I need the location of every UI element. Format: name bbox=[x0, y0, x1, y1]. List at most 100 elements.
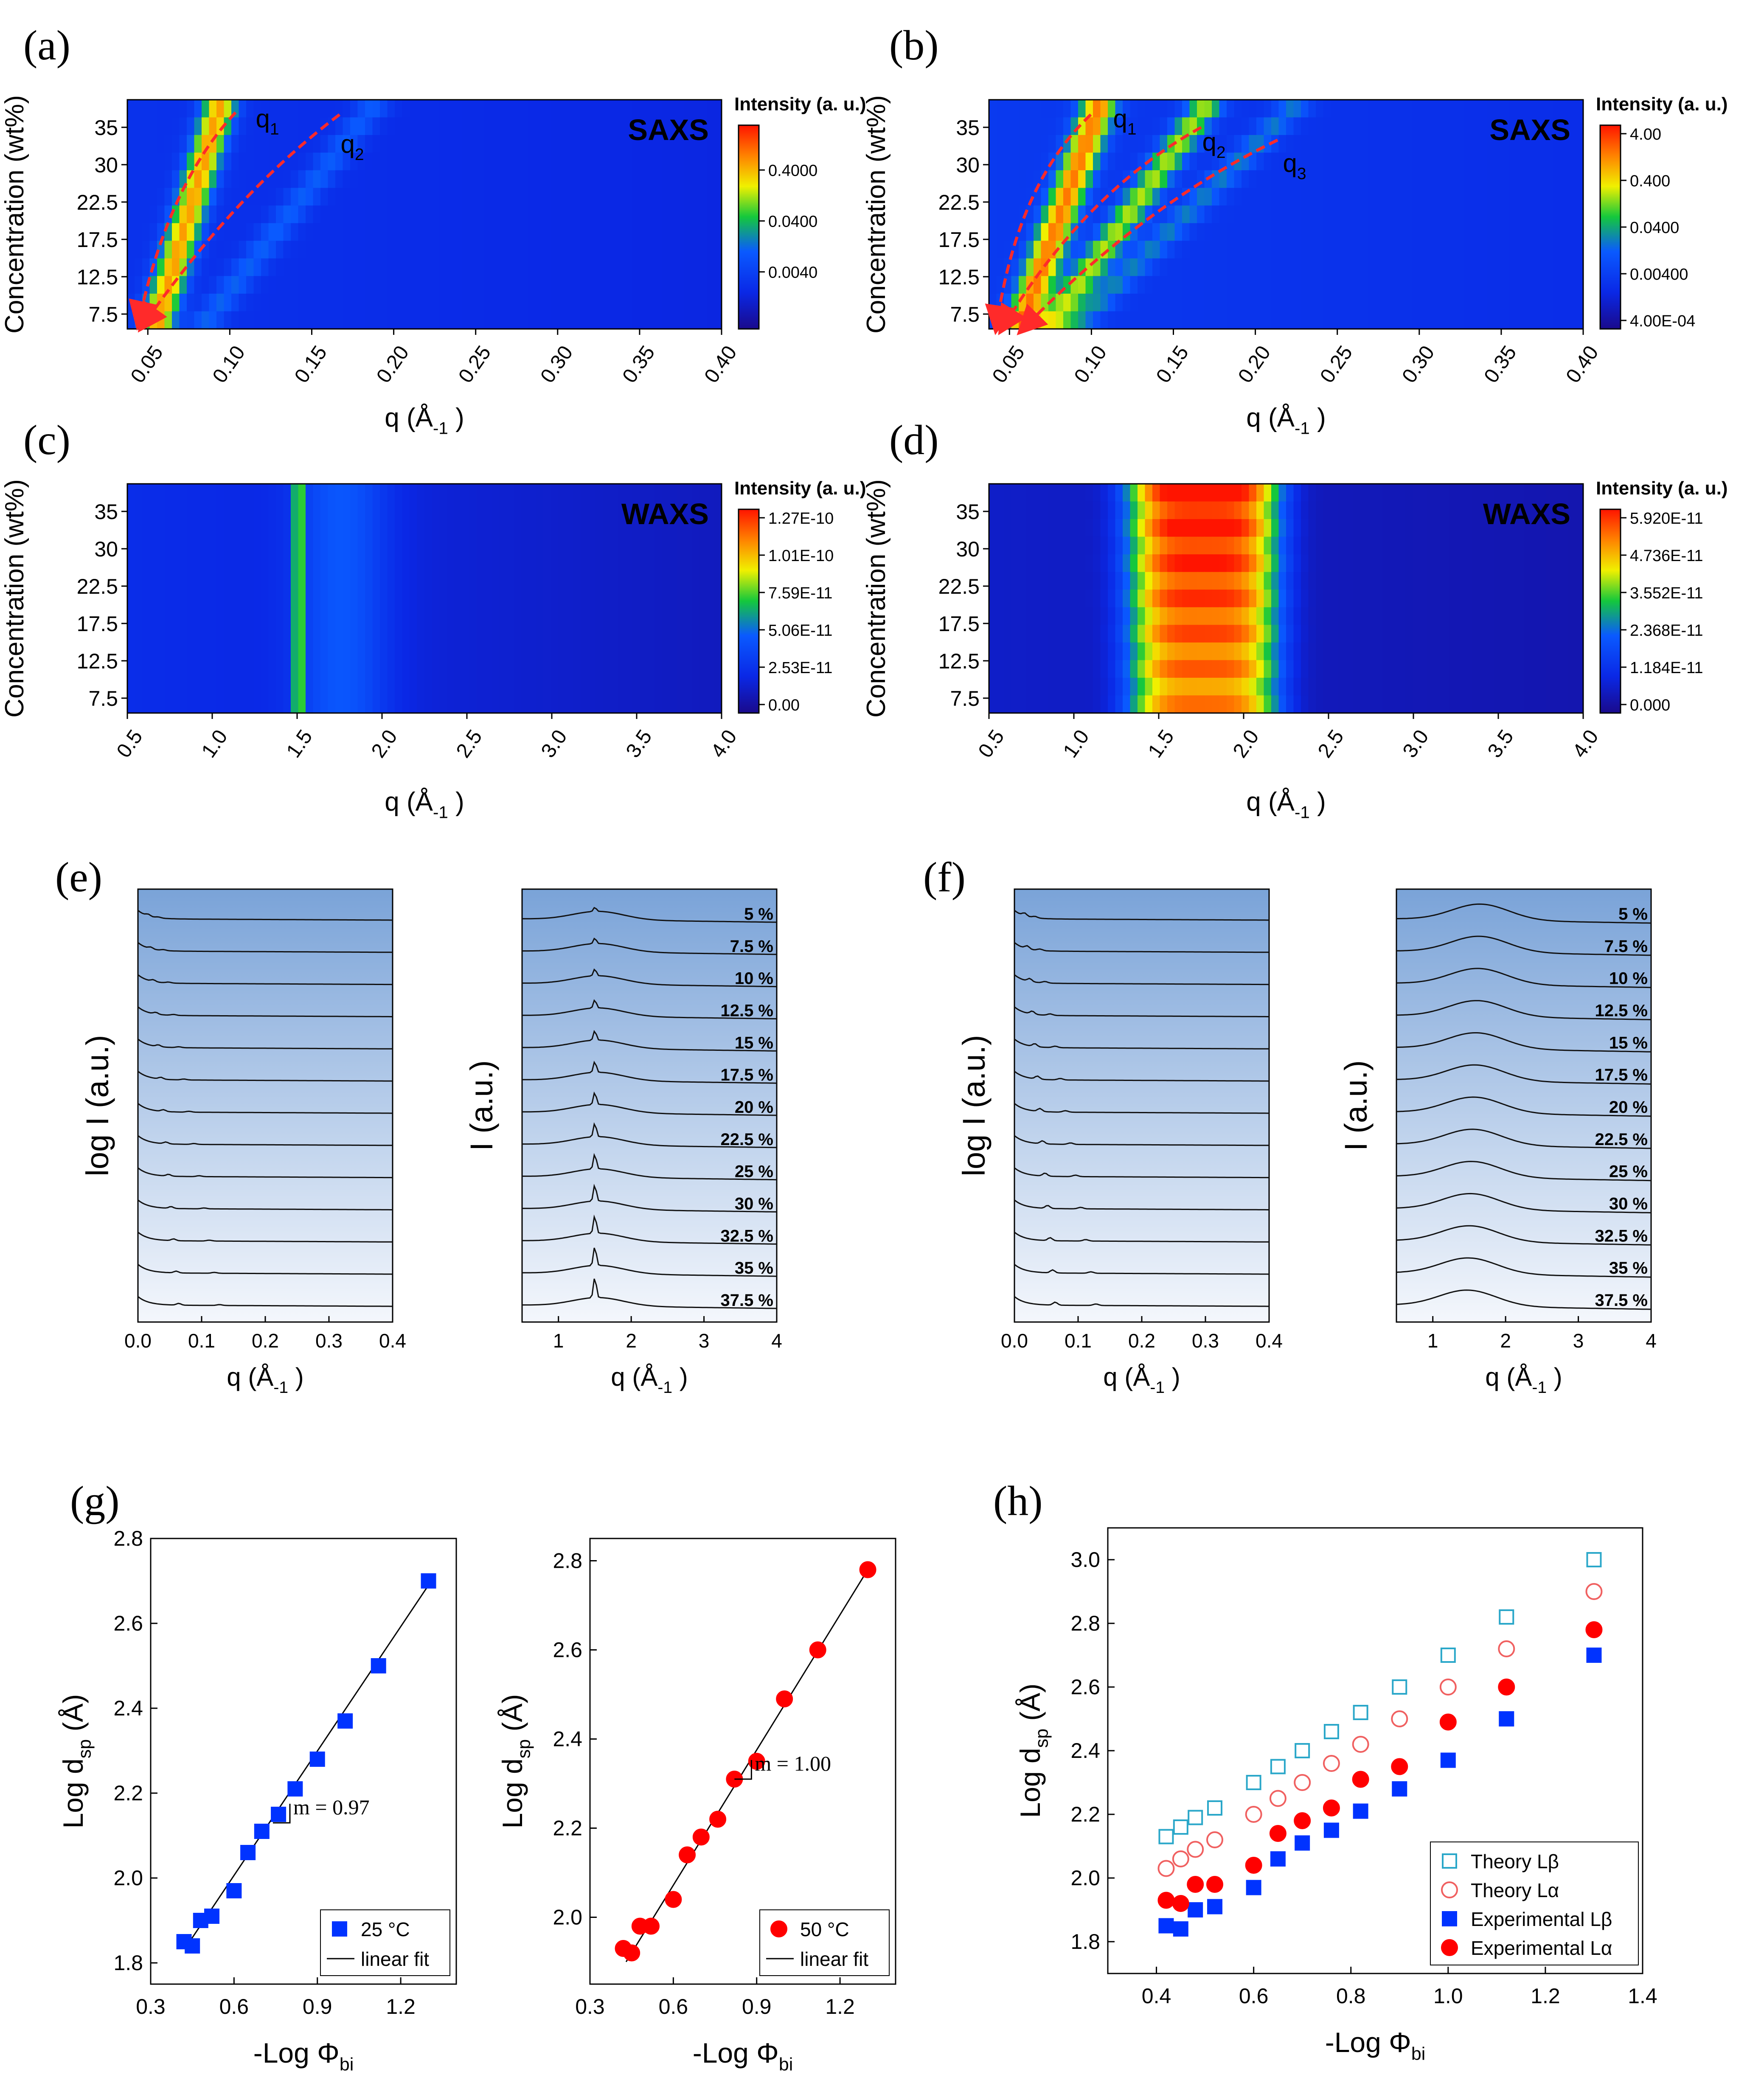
heatmap-cell bbox=[558, 152, 566, 171]
heatmap-cell bbox=[640, 642, 648, 661]
heatmap-cell bbox=[328, 135, 336, 153]
heatmap-cell bbox=[640, 223, 648, 241]
heatmap-cell bbox=[514, 135, 522, 153]
heatmap-cell bbox=[1115, 536, 1123, 555]
heatmap-cell bbox=[1167, 695, 1175, 713]
heatmap-cell bbox=[157, 554, 165, 573]
q2-arrow bbox=[998, 126, 1202, 335]
heatmap-cell bbox=[268, 484, 276, 502]
heatmap-cell bbox=[194, 188, 202, 206]
heatmap-cell bbox=[1249, 170, 1257, 188]
heatmap-cell bbox=[395, 484, 403, 502]
x-axis-label: -Log Φbi bbox=[253, 2037, 354, 2075]
heatmap-cell bbox=[380, 642, 388, 661]
heatmap-cell bbox=[1278, 642, 1286, 661]
series-line bbox=[138, 1006, 393, 1017]
heatmap-cell bbox=[1227, 660, 1235, 678]
heatmap-cell bbox=[135, 607, 143, 626]
heatmap-cell bbox=[1412, 188, 1420, 206]
heatmap-cell bbox=[640, 501, 648, 520]
heatmap-cell bbox=[1152, 590, 1160, 608]
heatmap-cell bbox=[1412, 607, 1420, 626]
heatmap-cell bbox=[1227, 484, 1235, 502]
heatmap-cell bbox=[157, 100, 165, 118]
heatmap-cell bbox=[1034, 607, 1042, 626]
heatmap-cell bbox=[1100, 625, 1108, 643]
heatmap-cell bbox=[1427, 536, 1435, 555]
heatmap-cell bbox=[172, 501, 180, 520]
heatmap-cell bbox=[565, 205, 573, 224]
heatmap-cell bbox=[1375, 484, 1383, 502]
heatmap-cell bbox=[1138, 607, 1146, 626]
heatmap-cell bbox=[1041, 677, 1049, 696]
heatmap-cell bbox=[1145, 554, 1153, 573]
heatmap-cell bbox=[454, 241, 462, 259]
heatmap-cell bbox=[1078, 572, 1086, 590]
heatmap-cell bbox=[1501, 135, 1509, 153]
heatmap-cell bbox=[328, 258, 336, 277]
heatmap-cell bbox=[142, 501, 150, 520]
heatmap-cell bbox=[1070, 572, 1079, 590]
heatmap-cell bbox=[224, 642, 232, 661]
heatmap-cell bbox=[528, 625, 537, 643]
heatmap-cell bbox=[469, 484, 477, 502]
heatmap-cell bbox=[1130, 117, 1138, 136]
heatmap-cell bbox=[1048, 642, 1056, 661]
heatmap-cell bbox=[699, 170, 707, 188]
x-tick-label: 1.0 bbox=[197, 726, 232, 762]
heatmap-cell bbox=[1561, 241, 1569, 259]
heatmap-cell bbox=[1486, 311, 1494, 329]
heatmap-cell bbox=[1204, 590, 1212, 608]
heatmap-cell bbox=[1056, 100, 1064, 118]
heatmap-cell bbox=[1345, 241, 1354, 259]
heatmap-cell bbox=[677, 258, 685, 277]
heatmap-cell bbox=[699, 152, 707, 171]
heatmap-cell bbox=[343, 501, 351, 520]
heatmap-cell bbox=[1486, 293, 1494, 312]
heatmap-cell bbox=[1286, 135, 1294, 153]
heatmap-cell bbox=[618, 536, 626, 555]
heatmap-cell bbox=[996, 188, 1004, 206]
heatmap-cell bbox=[1479, 501, 1487, 520]
heatmap-cell bbox=[1524, 117, 1532, 136]
heatmap-cell bbox=[209, 572, 217, 590]
heatmap-cell bbox=[1123, 501, 1131, 520]
heatmap-cell bbox=[432, 536, 440, 555]
heatmap-cell bbox=[1093, 572, 1101, 590]
heatmap-cell bbox=[461, 258, 469, 277]
heatmap-cell bbox=[1286, 276, 1294, 294]
heatmap-cell bbox=[1331, 188, 1339, 206]
heatmap-cell bbox=[1063, 660, 1071, 678]
heatmap-cell bbox=[1368, 311, 1376, 329]
heatmap-cell bbox=[647, 188, 655, 206]
heatmap-cell bbox=[632, 660, 640, 678]
heatmap-cell bbox=[1145, 258, 1153, 277]
heatmap-cell bbox=[1412, 536, 1420, 555]
heatmap-cell bbox=[580, 258, 588, 277]
heatmap-cell bbox=[447, 536, 455, 555]
heatmap-cell bbox=[1063, 536, 1071, 555]
heatmap-cell bbox=[328, 188, 336, 206]
heatmap-cell bbox=[1167, 241, 1175, 259]
x-tick-label: 4 bbox=[771, 1330, 782, 1352]
heatmap-cell bbox=[1242, 501, 1250, 520]
heatmap-cell bbox=[1390, 100, 1398, 118]
heatmap-cell bbox=[1167, 152, 1175, 171]
heatmap-cell bbox=[484, 170, 492, 188]
heatmap-cell bbox=[543, 152, 551, 171]
heatmap-cell bbox=[1212, 311, 1220, 329]
heatmap-cell bbox=[1561, 572, 1569, 590]
heatmap-cell bbox=[714, 100, 722, 118]
heatmap-cell bbox=[149, 117, 157, 136]
heatmap-cell bbox=[142, 484, 150, 502]
heatmap-cell bbox=[1138, 484, 1146, 502]
heatmap-cell bbox=[1501, 501, 1509, 520]
legend bbox=[320, 1909, 450, 1976]
heatmap-cell bbox=[1390, 117, 1398, 136]
heatmap-cell bbox=[1405, 241, 1413, 259]
heatmap-cell bbox=[1026, 607, 1034, 626]
heatmap-cell bbox=[179, 152, 187, 171]
heatmap-cell bbox=[1138, 695, 1146, 713]
heatmap-cell bbox=[357, 536, 365, 555]
heatmap-cell bbox=[439, 276, 447, 294]
